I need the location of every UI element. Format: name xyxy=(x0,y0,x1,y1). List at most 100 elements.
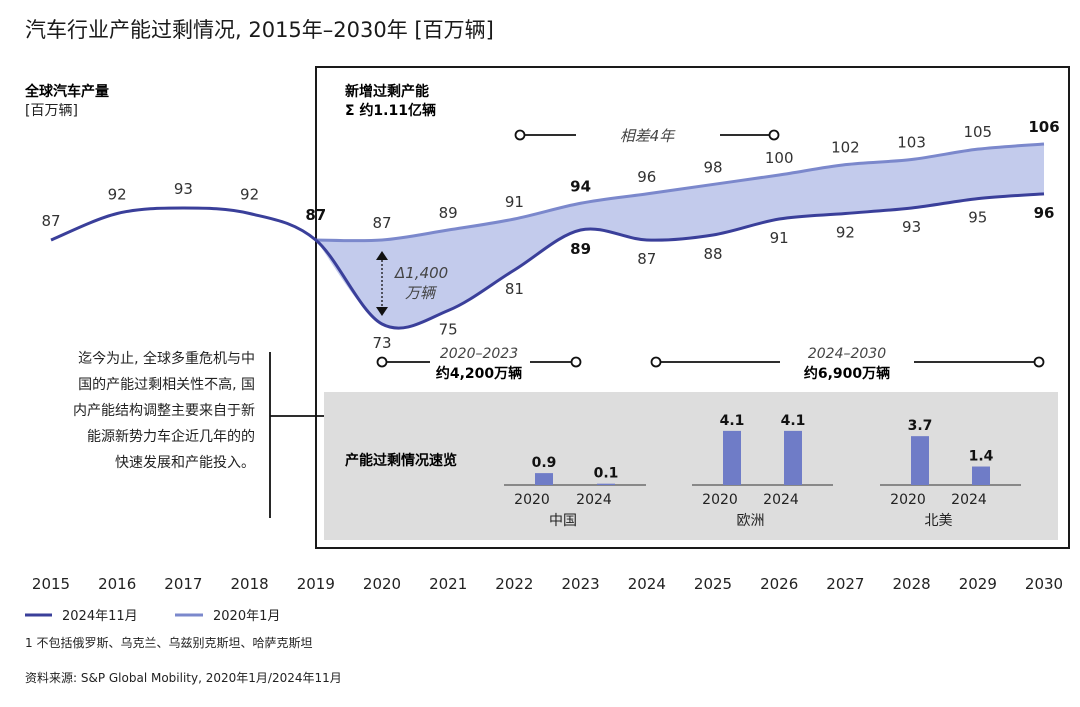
x-tick-label: 2025 xyxy=(694,575,732,593)
snapshot-year-label: 2020 xyxy=(514,492,550,508)
point-label-2024-nov: 95 xyxy=(968,209,987,227)
point-label-2024-nov: 87 xyxy=(41,212,60,230)
x-tick-label: 2027 xyxy=(826,575,864,593)
delta-annotation: Δ1,400 万辆 xyxy=(376,251,448,316)
snapshot-bar-value: 3.7 xyxy=(908,418,933,434)
point-label-2020-jan: 105 xyxy=(963,123,992,141)
side-note-line: 内产能结构调整主要来自于新 xyxy=(73,403,255,419)
x-tick-label: 2028 xyxy=(893,575,931,593)
period-1-range: 2020–2023 xyxy=(440,346,518,362)
snapshot-bar xyxy=(911,436,929,485)
point-label-2024-nov: 81 xyxy=(505,280,524,298)
legend-label-2020-jan: 2020年1月 xyxy=(213,609,280,624)
forecast-frame xyxy=(315,66,1070,549)
point-label-2024-nov: 92 xyxy=(108,186,127,204)
y-axis-label-line2: [百万辆] xyxy=(25,103,78,119)
source: 资料来源: S&P Global Mobility, 2020年1月/2024年… xyxy=(25,671,342,685)
x-tick-label: 2021 xyxy=(429,575,467,593)
point-label-2020-jan: 100 xyxy=(765,149,794,167)
x-tick-label: 2026 xyxy=(760,575,798,593)
point-label-2024-nov: 93 xyxy=(902,218,921,236)
point-label-2024-nov: 93 xyxy=(174,180,193,198)
x-tick-label: 2022 xyxy=(495,575,533,593)
series-line-2024-nov xyxy=(50,192,1045,330)
box-header-line2: Σ 约1.11亿辆 xyxy=(345,102,436,119)
x-tick-label: 2015 xyxy=(32,575,70,593)
x-tick-label: 2024 xyxy=(628,575,666,593)
period-annotation-2: 2024–2030 约6,900万辆 xyxy=(650,346,1045,382)
delta-label-line1: Δ1,400 xyxy=(394,264,448,282)
x-tick-label: 2016 xyxy=(98,575,136,593)
point-label-2020-jan: 106 xyxy=(1028,118,1059,136)
x-tick-label: 2020 xyxy=(363,575,401,593)
x-tick-label: 2030 xyxy=(1025,575,1063,593)
point-label-2024-nov: 87 xyxy=(637,250,656,268)
point-label-2020-jan: 87 xyxy=(372,214,391,232)
point-label-2024-nov: 75 xyxy=(439,321,458,339)
x-tick-label: 2023 xyxy=(562,575,600,593)
snapshot-bar xyxy=(972,466,990,485)
snapshot-year-label: 2024 xyxy=(763,492,799,508)
snapshot-group-label: 北美 xyxy=(925,513,953,529)
y-axis-label-line1: 全球汽车产量 xyxy=(24,83,109,100)
snapshot-panel xyxy=(324,392,1058,540)
side-note: 迄今为止, 全球多重危机与中 国的产能过剩相关性不高, 国 内产能结构调整主要来… xyxy=(73,350,352,518)
snapshot-bar-value: 4.1 xyxy=(781,413,806,429)
point-label-2024-nov: 73 xyxy=(372,334,391,352)
point-label-2019: 87 xyxy=(305,206,326,224)
point-label-2024-nov: 96 xyxy=(1034,204,1055,222)
snapshot-bar xyxy=(723,430,741,485)
snapshot-bar-value: 0.9 xyxy=(532,455,557,471)
snapshot-bars: 0.9 2020 0.1 2024 中国 4.1 2020 4.1 2024 欧洲 3.7 2020 1… xyxy=(504,413,1021,529)
footnote: 1 不包括俄罗斯、乌克兰、乌兹别克斯坦、哈萨克斯坦 xyxy=(25,635,312,650)
point-label-2020-jan: 96 xyxy=(637,168,656,186)
legend: 2024年11月 2020年1月 xyxy=(25,609,280,624)
snapshot-year-label: 2020 xyxy=(890,492,926,508)
point-label-2024-nov: 91 xyxy=(770,229,789,247)
period-2-range: 2024–2030 xyxy=(808,346,886,362)
point-label-2020-jan: 98 xyxy=(703,158,722,176)
snapshot-year-label: 2024 xyxy=(576,492,612,508)
snapshot-year-label: 2020 xyxy=(702,492,738,508)
chart-title: 汽车行业产能过剩情况, 2015年–2030年 [百万辆] xyxy=(25,18,494,42)
snapshot-bar xyxy=(597,483,615,485)
x-tick-label: 2029 xyxy=(959,575,997,593)
point-label-2024-nov: 89 xyxy=(570,240,591,258)
period-2-value: 约6,900万辆 xyxy=(804,365,890,382)
gap-label: 相差4年 xyxy=(620,127,677,145)
side-note-line: 快速发展和产能投入。 xyxy=(115,455,255,471)
point-label-2024-nov: 88 xyxy=(703,245,722,263)
snapshot-group-label: 中国 xyxy=(549,513,577,529)
point-label-2020-jan: 103 xyxy=(897,134,926,152)
point-label-2020-jan: 102 xyxy=(831,139,860,157)
period-1-value: 约4,200万辆 xyxy=(436,365,522,382)
snapshot-year-label: 2024 xyxy=(951,492,987,508)
gap-annotation: 相差4年 xyxy=(514,127,780,145)
side-note-line: 能源新势力车企近几年的的 xyxy=(87,428,255,445)
x-tick-label: 2017 xyxy=(164,575,202,593)
point-label-2024-nov: 92 xyxy=(240,186,259,204)
point-label-2020-jan: 91 xyxy=(505,193,524,211)
box-header-line1: 新增过剩产能 xyxy=(345,83,429,100)
snapshot-bar-value: 0.1 xyxy=(594,466,619,482)
overcapacity-area xyxy=(315,144,1044,329)
side-note-line: 国的产能过剩相关性不高, 国 xyxy=(78,376,255,393)
x-tick-label: 2019 xyxy=(297,575,335,593)
period-annotation-1: 2020–2023 约4,200万辆 xyxy=(376,346,582,382)
point-label-2020-jan: 94 xyxy=(570,177,591,195)
point-label-2024-nov: 92 xyxy=(836,224,855,242)
snapshot-bar xyxy=(784,430,802,485)
point-label-2020-jan: 89 xyxy=(439,204,458,222)
point-labels: 87 92 93 92 73 75 81 89 87 88 91 92 93 95 96 87 87 89 91 94… xyxy=(41,118,1059,352)
x-axis: 2015 2016 2017 2018 2019 2020 2021 2022 2023 2024… xyxy=(32,575,1063,593)
snapshot-bar-value: 1.4 xyxy=(969,449,994,465)
snapshot-group-label: 欧洲 xyxy=(737,513,765,529)
legend-label-2024-nov: 2024年11月 xyxy=(62,609,138,624)
snapshot-title: 产能过剩情况速览 xyxy=(345,452,457,469)
x-tick-label: 2018 xyxy=(231,575,269,593)
series-line-2020-jan xyxy=(315,142,1045,243)
snapshot-bar xyxy=(535,473,553,485)
delta-label-line2: 万辆 xyxy=(405,284,438,302)
